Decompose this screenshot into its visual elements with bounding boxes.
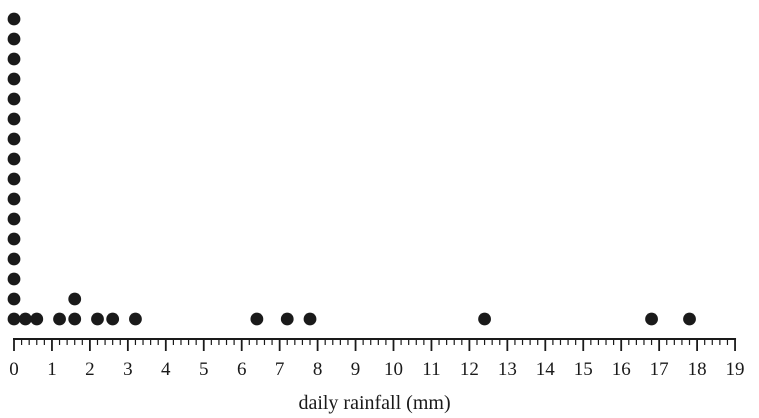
x-tick-label: 12 <box>460 359 479 380</box>
data-dot <box>7 172 21 186</box>
data-dot <box>30 312 44 326</box>
x-tick-label: 18 <box>688 359 707 380</box>
x-tick-label: 13 <box>498 359 517 380</box>
data-dot <box>53 312 66 326</box>
data-dot <box>7 152 21 166</box>
data-dot <box>129 312 142 326</box>
data-dot <box>7 212 21 226</box>
data-dot <box>68 292 82 306</box>
data-dot <box>7 12 21 26</box>
data-dot <box>7 292 21 306</box>
data-dot <box>280 312 294 326</box>
data-dot <box>7 32 21 46</box>
x-tick-label: 5 <box>199 359 209 380</box>
x-tick-label: 19 <box>726 359 745 380</box>
data-dot <box>7 52 21 66</box>
x-tick-label: 14 <box>536 359 556 380</box>
data-dot <box>7 132 21 146</box>
x-tick-label: 2 <box>85 359 95 380</box>
x-tick-label: 7 <box>275 359 285 380</box>
x-tick-label: 10 <box>384 359 403 380</box>
data-dot <box>7 192 21 206</box>
data-dot <box>7 272 21 286</box>
x-axis-tick-labels: 0 1 2 3 4 5 6 7 8 9 10 11 12 13 14 15 16 17 18 19 <box>9 359 744 380</box>
data-dot <box>303 312 317 326</box>
x-tick-label: 6 <box>237 359 247 380</box>
data-dot <box>683 312 696 326</box>
x-tick-label: 11 <box>422 359 440 380</box>
x-tick-label: 16 <box>612 359 631 380</box>
data-dot <box>645 312 658 326</box>
data-dot <box>68 312 82 326</box>
data-dot <box>7 92 21 106</box>
x-tick-label: 3 <box>123 359 133 380</box>
x-tick-label: 8 <box>313 359 323 380</box>
data-dot <box>478 312 491 326</box>
x-tick-label: 17 <box>650 359 669 380</box>
data-dot <box>7 232 21 246</box>
x-axis-ticks <box>13 339 736 351</box>
x-tick-label: 4 <box>161 359 171 380</box>
data-dot <box>7 112 21 126</box>
data-dot <box>7 252 21 266</box>
data-dot <box>250 312 264 326</box>
x-tick-label: 0 <box>9 359 19 380</box>
dots-layer <box>7 12 696 326</box>
x-tick-label: 1 <box>47 359 57 380</box>
x-tick-label: 15 <box>574 359 593 380</box>
data-dot <box>18 312 32 326</box>
x-tick-label: 9 <box>351 359 361 380</box>
data-dot <box>7 72 21 86</box>
data-dot <box>91 312 104 326</box>
data-dot <box>106 312 120 326</box>
x-axis-title: daily rainfall (mm) <box>298 392 450 414</box>
data-dot <box>7 312 21 326</box>
